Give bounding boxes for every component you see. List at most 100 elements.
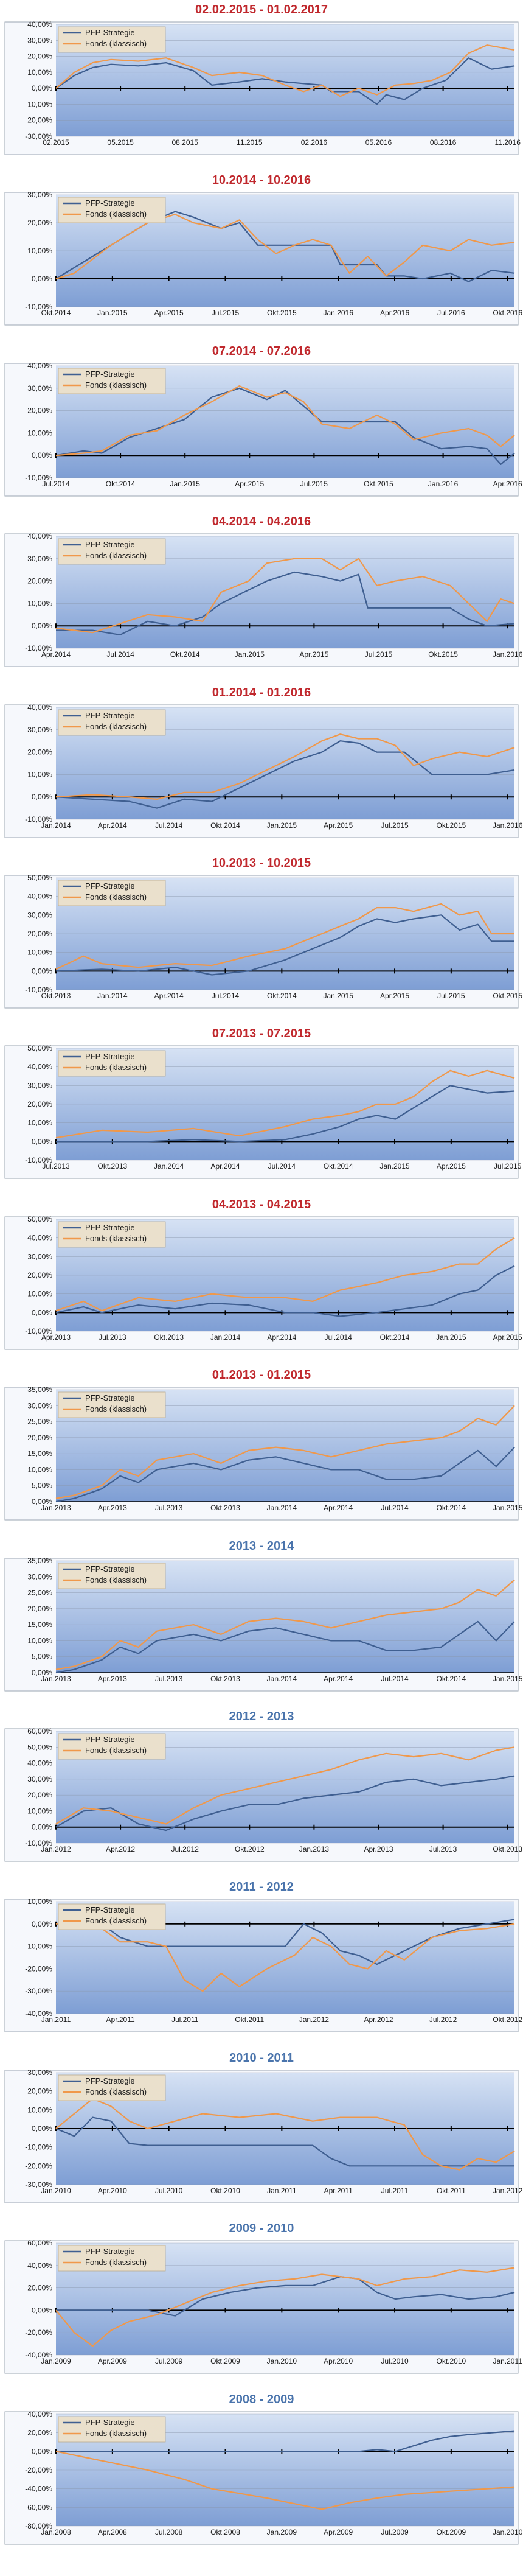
legend-label: Fonds (klassisch) (85, 892, 147, 901)
y-tick-label: 5,00% (32, 1653, 52, 1661)
y-tick-label: -20,00% (25, 1964, 52, 1973)
x-tick-label: Jan.2010 (267, 2357, 297, 2365)
x-tick-label: Jul.2014 (381, 1675, 409, 1683)
x-tick-label: Okt.2012 (493, 2015, 522, 2024)
y-tick-label: 0,00% (32, 1497, 52, 1506)
y-tick-label: 30,00% (27, 1401, 52, 1410)
x-tick-label: Okt.2013 (97, 1162, 127, 1171)
y-tick-label: -60,00% (25, 2503, 52, 2511)
series-line-fonds (55, 1069, 515, 1139)
x-tick-label: Jan.2010 (41, 2186, 71, 2195)
x-tick-label: Jan.2016 (493, 650, 523, 659)
x-tick-label: Jan.2012 (41, 1845, 71, 1853)
legend-label: PFP-Strategie (85, 1564, 135, 1573)
x-tick-label: Jul.2015 (212, 309, 240, 317)
x-tick-label: Apr.2010 (324, 2357, 353, 2365)
chart-panel-7: 07.2013 - 07.2015 -10,00% 0,00% 10,00% 20,00… (4, 1027, 522, 1179)
y-tick-label: -20,00% (25, 2328, 52, 2337)
legend-label: Fonds (klassisch) (85, 722, 147, 731)
y-tick-label: 30,00% (27, 36, 52, 44)
series-line-fonds (55, 1919, 515, 1992)
y-tick-label: 20,00% (27, 1791, 52, 1799)
x-tick-label: Apr.2014 (267, 1333, 296, 1342)
x-tick-label: Apr.2014 (210, 1162, 240, 1171)
chart-panel-13: 2010 - 2011 -30,00% -20,00% -10,00% 0,00% 10,… (4, 2051, 523, 2203)
x-tick-label: Jul.2013 (42, 1162, 70, 1171)
series-line-fonds (55, 1746, 515, 1825)
y-tick-label: 40,00% (27, 2410, 52, 2418)
x-tick-label: Jul.2015 (365, 650, 393, 659)
x-tick-label: Apr.2013 (364, 1845, 393, 1853)
y-tick-label: 0,00% (32, 2447, 52, 2455)
legend-label: PFP-Strategie (85, 2076, 135, 2085)
y-tick-label: 50,00% (27, 1215, 52, 1223)
x-tick-label: Jul.2014 (106, 650, 134, 659)
y-tick-label: 20,00% (27, 748, 52, 757)
y-tick-label: 10,00% (27, 948, 52, 957)
legend-box (58, 880, 166, 906)
legend-label: Fonds (klassisch) (85, 2258, 147, 2267)
series-line-fonds (55, 1405, 515, 1499)
y-tick-label: 0,00% (32, 1308, 52, 1317)
chart-title: 10.2014 - 10.2016 (212, 173, 311, 187)
x-tick-label: Jan.2012 (493, 2186, 523, 2195)
series-line-fonds (55, 903, 514, 970)
legend-box (58, 2074, 166, 2101)
chart-title: 2008 - 2009 (229, 2393, 294, 2406)
x-tick-label: Apr.2014 (154, 992, 184, 1000)
x-tick-label: Apr.2013 (98, 1503, 127, 1512)
y-tick-label: 40,00% (27, 2261, 52, 2270)
x-tick-label: Apr.2014 (324, 1503, 353, 1512)
x-tick-label: Apr.2015 (154, 309, 184, 317)
y-tick-label: 10,00% (27, 247, 52, 255)
series-line-pfp (55, 740, 515, 809)
x-tick-label: Okt.2014 (210, 821, 240, 830)
y-tick-label: 30,00% (27, 384, 52, 393)
series-line-fonds (55, 2267, 515, 2347)
y-tick-label: 30,00% (27, 1081, 52, 1090)
x-tick-label: Apr.2016 (380, 309, 409, 317)
y-tick-label: 20,00% (27, 52, 52, 61)
chart-panel-12: 2011 - 2012 -40,00% -30,00% -20,00% -10,00% 0… (4, 1880, 522, 2032)
x-tick-label: Apr.2015 (299, 650, 328, 659)
y-tick-label: 40,00% (27, 532, 52, 541)
legend-box (58, 709, 166, 736)
legend-label: Fonds (klassisch) (85, 551, 147, 560)
y-tick-label: 60,00% (27, 2239, 52, 2247)
y-tick-label: 40,00% (27, 703, 52, 712)
x-tick-label: Jul.2010 (155, 2186, 183, 2195)
chart-title: 2012 - 2013 (229, 1710, 294, 1723)
legend-label: Fonds (klassisch) (85, 2087, 147, 2096)
y-tick-label: 40,00% (27, 20, 52, 29)
x-tick-label: Okt.2015 (437, 821, 466, 830)
x-tick-label: Okt.2014 (170, 650, 200, 659)
y-tick-label: 10,00% (27, 1465, 52, 1474)
x-tick-label: Jul.2010 (381, 2357, 409, 2365)
legend-label: PFP-Strategie (85, 1905, 135, 1914)
legend-label: PFP-Strategie (85, 2418, 135, 2427)
legend-label: PFP-Strategie (85, 881, 135, 891)
x-tick-label: Jul.2014 (212, 992, 240, 1000)
x-tick-label: Jan.2015 (436, 1333, 466, 1342)
x-tick-label: Apr.2009 (98, 2357, 127, 2365)
x-tick-label: Jul.2011 (381, 2186, 409, 2195)
x-tick-label: 08.2016 (430, 138, 457, 147)
x-tick-label: Jul.2014 (268, 1162, 296, 1171)
y-tick-label: -10,00% (25, 644, 52, 653)
series-line-fonds (55, 1237, 515, 1312)
series-line-pfp (55, 57, 515, 105)
y-tick-label: 30,00% (27, 1252, 52, 1261)
x-tick-label: Jan.2015 (267, 821, 297, 830)
legend-label: Fonds (klassisch) (85, 1916, 147, 1925)
x-tick-label: Jan.2009 (267, 2528, 297, 2536)
chart-title: 2011 - 2012 (229, 1880, 294, 1894)
y-tick-label: 30,00% (27, 911, 52, 919)
y-tick-label: -10,00% (25, 1156, 52, 1164)
series-line-pfp (55, 1620, 515, 1674)
